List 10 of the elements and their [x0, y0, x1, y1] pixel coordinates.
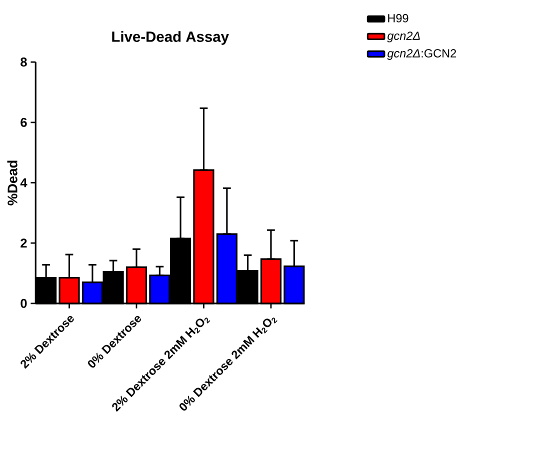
- y-tick-label: 6: [20, 118, 27, 127]
- y-tick-label: 8: [20, 58, 27, 67]
- y-tick-label: 0: [20, 298, 27, 308]
- chart-title: Live-Dead Assay: [112, 31, 229, 45]
- y-tick-label: 2: [20, 238, 27, 248]
- legend-label: H99: [388, 14, 408, 22]
- y-tick-label: 4: [20, 178, 28, 188]
- legend-label: gcn2Δ:GCN2: [387, 49, 456, 60]
- y-axis-title: %Dead: [7, 160, 18, 206]
- legend-label: gcn2Δ: [387, 32, 420, 42]
